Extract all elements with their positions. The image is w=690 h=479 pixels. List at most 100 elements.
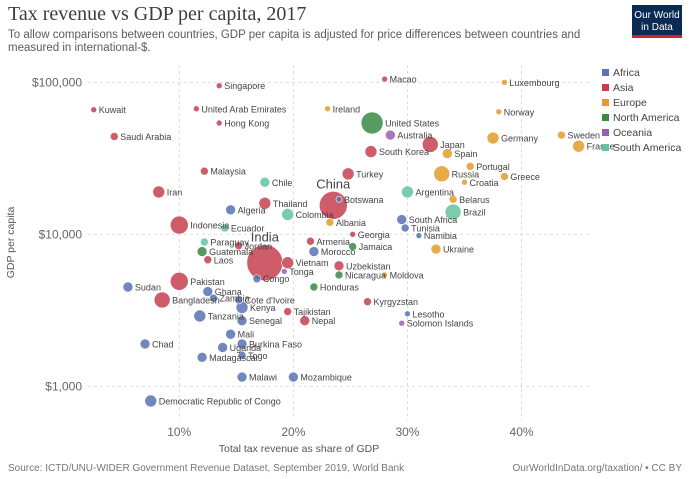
- point-label: Belarus: [459, 195, 490, 205]
- data-point: [169, 272, 189, 291]
- license-link[interactable]: OurWorldInData.org/taxation/ • CC BY: [512, 463, 683, 474]
- owid-logo[interactable]: Our World in Data: [632, 5, 682, 38]
- data-point: [225, 328, 236, 340]
- point-label: Tonga: [289, 267, 314, 277]
- point-label: Mozambique: [300, 373, 352, 383]
- data-point: [309, 282, 319, 292]
- point-label: Laos: [214, 255, 234, 265]
- data-point: [461, 178, 468, 186]
- data-point: [122, 281, 134, 293]
- data-point: [144, 394, 158, 408]
- point-label: Nepal: [312, 316, 336, 326]
- data-point: [236, 315, 248, 327]
- data-point: [90, 106, 98, 114]
- point-label: Jordan: [245, 241, 273, 251]
- data-point: [196, 246, 208, 257]
- data-point: [430, 243, 442, 255]
- point-label: Ireland: [333, 104, 361, 114]
- x-axis-label: Total tax revenue as share of GDP: [219, 443, 380, 455]
- point-label: Portugal: [476, 162, 510, 172]
- point-label: Ghana: [215, 287, 242, 297]
- legend-swatch: [602, 69, 609, 76]
- data-point: [193, 105, 200, 113]
- data-point: [349, 231, 356, 238]
- point-label: Norway: [504, 107, 535, 117]
- data-point: [209, 293, 218, 303]
- point-label: Malawi: [249, 373, 277, 383]
- point-label: Thailand: [273, 199, 308, 209]
- data-point: [398, 319, 406, 327]
- x-tick-label: 40%: [510, 425, 534, 439]
- data-point: [215, 82, 223, 90]
- logo-line-1: Our World: [634, 9, 680, 21]
- point-label: Morocco: [321, 247, 356, 257]
- data-point: [236, 338, 248, 350]
- legend-swatch: [602, 129, 609, 136]
- data-point: [193, 309, 207, 323]
- data-point: [396, 214, 408, 225]
- data-point: [220, 223, 230, 233]
- point-label: Nicaragua: [345, 270, 386, 280]
- point-label: Congo: [263, 274, 290, 284]
- legend-entry: Africa: [613, 67, 640, 79]
- point-label: Ecuador: [231, 224, 265, 234]
- point-label: Madagascar: [209, 353, 259, 363]
- point-label: Namibia: [424, 231, 457, 241]
- data-point: [335, 195, 343, 203]
- point-label: Burkina Faso: [249, 339, 302, 349]
- data-point: [169, 215, 189, 235]
- point-label: Algeria: [238, 205, 266, 215]
- point-label: Kuwait: [99, 105, 127, 115]
- x-tick-label: 30%: [395, 425, 419, 439]
- y-tick-label: $1,000: [45, 379, 82, 393]
- data-point: [153, 291, 171, 309]
- legend-entry: Europe: [613, 97, 647, 109]
- x-tick-label: 20%: [281, 425, 305, 439]
- point-label: Democratic Republic of Congo: [159, 397, 281, 407]
- point-label: Armenia: [316, 237, 350, 247]
- point-label: Paraguay: [210, 237, 249, 247]
- data-point: [109, 132, 119, 141]
- point-label: Lesotho: [412, 309, 444, 319]
- data-point: [433, 165, 450, 183]
- data-point: [234, 295, 243, 305]
- data-point: [486, 131, 500, 145]
- point-label: South Korea: [379, 147, 429, 157]
- point-label: Tanzania: [208, 312, 244, 322]
- point-label: Tajikistan: [294, 307, 331, 317]
- y-axis-label: GDP per capita: [5, 207, 17, 279]
- data-point: [401, 185, 414, 199]
- data-point: [444, 203, 462, 221]
- point-label: Saudi Arabia: [120, 132, 171, 142]
- point-label: Uzbekistan: [346, 261, 391, 271]
- point-label: Hong Kong: [224, 118, 269, 128]
- source-note: Source: ICTD/UNU-WIDER Government Revenu…: [8, 463, 405, 474]
- data-point: [280, 268, 288, 275]
- data-point: [360, 111, 384, 135]
- point-label: Kenya: [250, 303, 276, 313]
- point-label: Ukraine: [443, 245, 474, 255]
- data-point: [500, 172, 509, 181]
- data-point: [258, 196, 272, 210]
- point-label: Iran: [167, 187, 183, 197]
- point-label: Mali: [238, 330, 255, 340]
- y-tick-label: $10,000: [39, 227, 83, 241]
- data-point: [196, 352, 208, 363]
- point-label: India: [251, 230, 280, 245]
- data-point: [324, 105, 331, 113]
- point-label: Senegal: [249, 316, 282, 326]
- chart-title: Tax revenue vs GDP per capita, 2017: [8, 3, 307, 25]
- data-point: [333, 260, 345, 272]
- point-label: Russia: [452, 169, 480, 179]
- point-label: Japan: [440, 140, 465, 150]
- data-point: [237, 350, 247, 360]
- legend-swatch: [602, 114, 609, 121]
- point-label: Macao: [390, 75, 417, 85]
- data-point: [448, 194, 458, 204]
- data-point: [557, 130, 566, 140]
- point-label: Kyrgyzstan: [374, 297, 419, 307]
- data-point: [341, 167, 355, 181]
- data-point: [385, 129, 396, 141]
- data-point: [236, 371, 248, 383]
- data-point: [281, 256, 294, 270]
